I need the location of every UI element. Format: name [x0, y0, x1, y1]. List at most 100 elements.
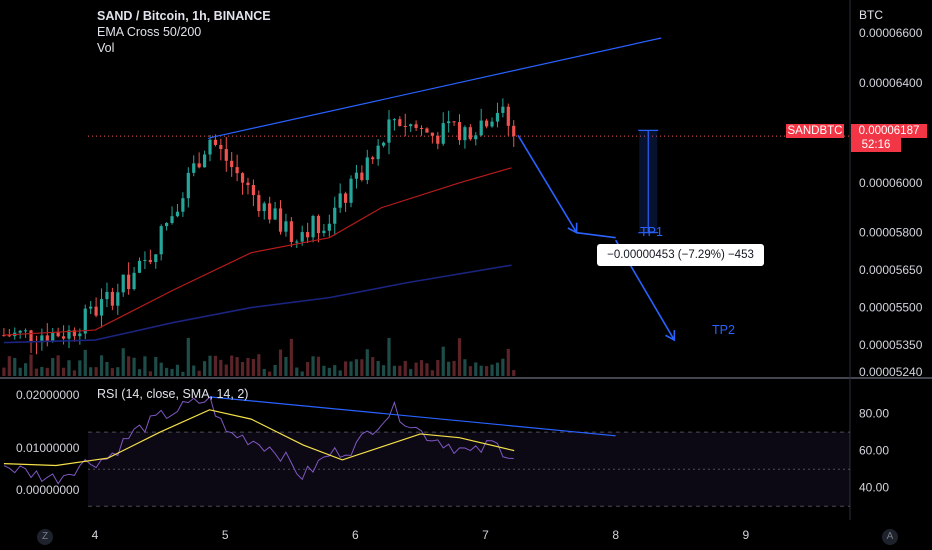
- candle-body: [322, 230, 326, 234]
- volume-bar: [78, 360, 82, 376]
- volume-bar: [306, 362, 310, 376]
- candle-body: [452, 121, 456, 123]
- volume-bar: [333, 365, 337, 376]
- candle-body: [295, 241, 299, 243]
- candle-body: [333, 207, 337, 224]
- candle-body: [121, 274, 125, 293]
- volume-bar: [327, 367, 331, 376]
- volume-bar: [45, 367, 49, 376]
- candle-body: [251, 185, 255, 196]
- time-tick-label: 9: [743, 528, 750, 542]
- candle-body: [371, 157, 375, 160]
- volume-bar: [202, 361, 207, 376]
- volume-bar: [230, 355, 234, 376]
- volume-bar: [398, 365, 402, 376]
- volume-bar: [485, 366, 489, 376]
- volume-bar: [376, 361, 380, 376]
- candle-body: [29, 330, 33, 342]
- candle-body: [409, 124, 413, 127]
- auto-scale-button[interactable]: A: [882, 529, 898, 545]
- volume-bar: [186, 338, 190, 376]
- volume-bar: [360, 359, 364, 376]
- tp2-label[interactable]: TP2: [712, 323, 735, 337]
- candle-body: [349, 178, 353, 203]
- candle-body: [398, 119, 402, 126]
- volume-bar: [452, 360, 456, 376]
- volume-bar: [474, 362, 478, 376]
- volume-bar: [409, 369, 413, 376]
- candle-body: [262, 203, 266, 212]
- candle-body: [202, 154, 207, 168]
- volume-bar: [148, 371, 152, 376]
- candle-body: [306, 232, 310, 238]
- candle-body: [23, 330, 28, 332]
- volume-bar: [468, 366, 472, 376]
- candle-body: [381, 142, 386, 146]
- volume-bar: [268, 371, 272, 376]
- time-tick-label: 7: [482, 528, 489, 542]
- volume-bar: [235, 357, 239, 376]
- candle-body: [387, 119, 391, 143]
- volume-bar: [94, 367, 98, 376]
- volume-bar: [154, 357, 158, 376]
- price-tick-label: 0.00005240: [859, 365, 923, 379]
- candle-body: [94, 306, 98, 316]
- volume-bar: [89, 367, 93, 376]
- candle-body: [154, 254, 158, 263]
- price-tick-label: 0.00006000: [859, 176, 923, 190]
- symbol-price-tag: SANDBTC: [786, 124, 844, 138]
- volume-bar: [208, 355, 212, 376]
- ema-50-line: [3, 167, 512, 336]
- volume-bar: [224, 364, 228, 376]
- rsi-tick-label: 60.00: [859, 444, 889, 458]
- volume-bar: [381, 365, 386, 376]
- symbol-title[interactable]: SAND / Bitcoin, 1h, BINANCE: [97, 9, 271, 23]
- candle-body: [186, 172, 190, 199]
- candle-body: [7, 335, 11, 337]
- volume-indicator-label[interactable]: Vol: [97, 41, 115, 55]
- candle-body: [78, 333, 82, 337]
- tp1-label[interactable]: TP1: [640, 225, 663, 239]
- candle-body: [289, 221, 293, 242]
- price-tick-label: 0.00005500: [859, 301, 923, 315]
- volume-bar: [338, 370, 342, 376]
- volume-bar: [7, 356, 11, 376]
- candle-body: [143, 260, 147, 262]
- price-range-measurement[interactable]: −0.00000453 (−7.29%) −453: [597, 244, 764, 266]
- volume-bar: [387, 337, 391, 376]
- candle-body: [311, 216, 315, 238]
- volume-bar: [289, 338, 293, 376]
- candle-body: [430, 132, 434, 136]
- candle-body: [165, 222, 169, 227]
- ema-indicator-label[interactable]: EMA Cross 50/200: [97, 25, 202, 39]
- rsi-legend[interactable]: RSI (14, close, SMA, 14, 2): [97, 387, 249, 401]
- candle-body: [316, 216, 321, 234]
- candle-body: [18, 330, 22, 333]
- volume-bar: [506, 348, 510, 376]
- candle-body: [208, 139, 212, 155]
- volume-bar: [143, 356, 147, 376]
- rising-wedge-trendline: [209, 37, 662, 139]
- time-tick-label: 4: [92, 528, 99, 542]
- price-tick-label: 0.00005350: [859, 338, 923, 352]
- candle-body: [273, 208, 277, 220]
- candle-body: [224, 149, 228, 161]
- left-scale-tick-label: 0.02000000: [16, 388, 80, 402]
- zoom-button[interactable]: Z: [37, 529, 53, 545]
- volume-bar: [430, 370, 434, 376]
- price-tick-label: 0.00006400: [859, 76, 923, 90]
- volume-bar: [197, 370, 201, 376]
- left-scale-tick-label: 0.01000000: [16, 441, 80, 455]
- rsi-tick-label: 40.00: [859, 481, 889, 495]
- volume-bar: [414, 362, 418, 376]
- volume-bar: [137, 369, 142, 376]
- volume-bar: [72, 370, 77, 376]
- volume-bar: [463, 359, 467, 376]
- volume-bar: [159, 362, 163, 376]
- candle-body: [192, 163, 196, 173]
- candle-body: [392, 119, 397, 121]
- volume-bar: [322, 365, 326, 376]
- rsi-trendline: [209, 396, 616, 437]
- volume-bar: [479, 365, 483, 376]
